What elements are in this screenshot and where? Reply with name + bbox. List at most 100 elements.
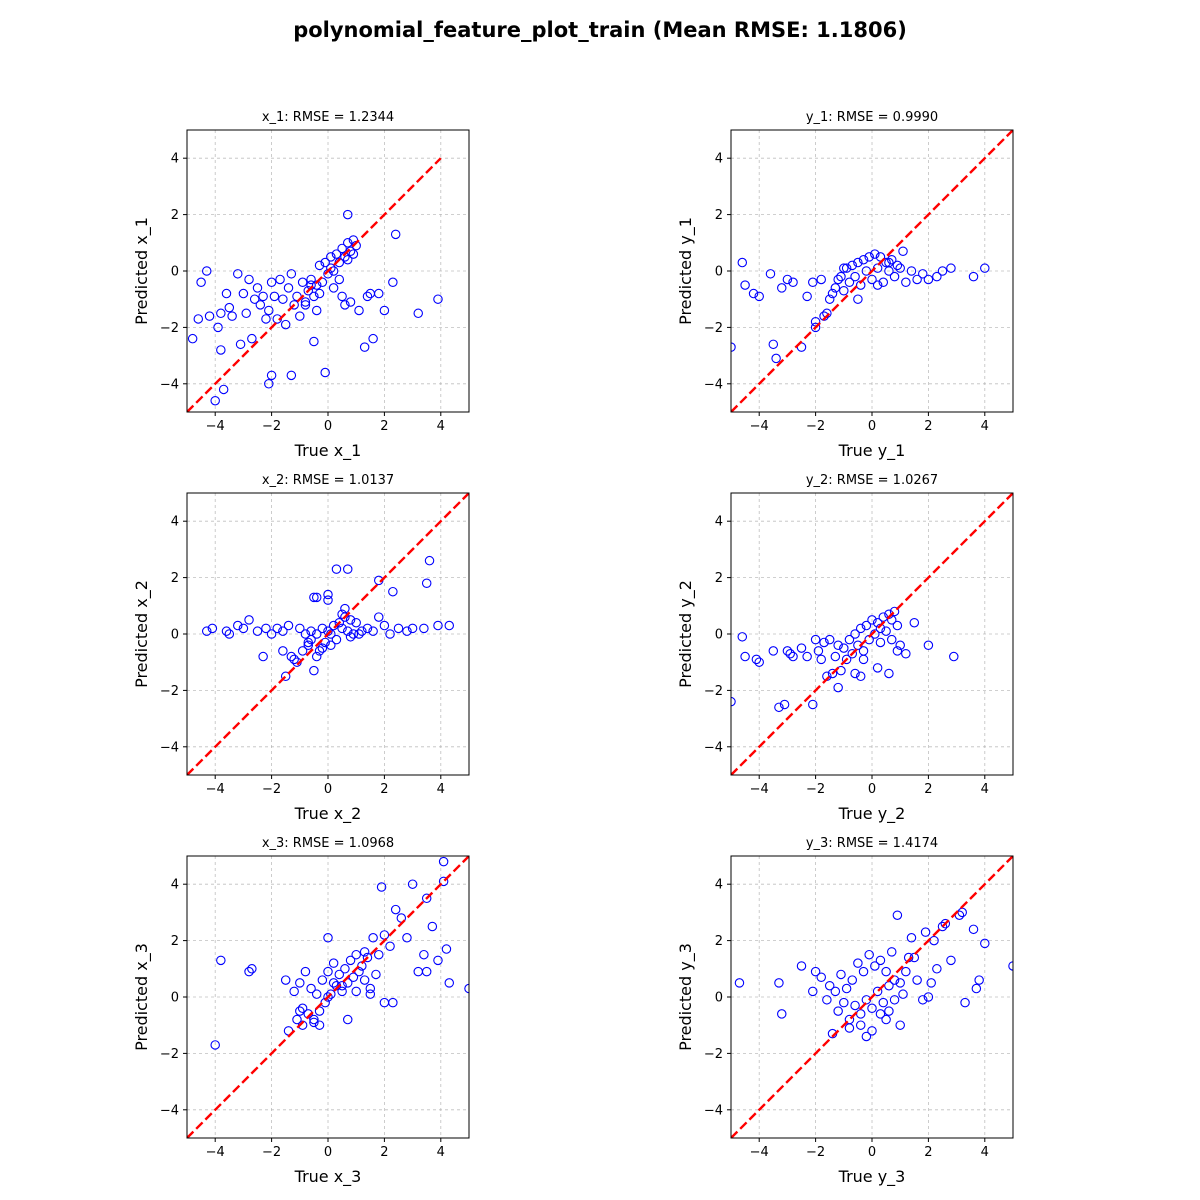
reference-line	[731, 493, 1013, 775]
data-point	[385, 941, 395, 951]
data-point	[337, 623, 347, 634]
data-point	[309, 291, 319, 302]
data-point	[810, 966, 821, 977]
data-point	[252, 626, 263, 636]
y-tick-label: 2	[171, 208, 179, 223]
data-point	[390, 904, 401, 915]
x-tick-label: 2	[924, 1145, 932, 1160]
data-point	[342, 254, 353, 265]
x-tick-label: −2	[262, 1145, 281, 1160]
data-point	[788, 277, 798, 288]
data-point	[227, 311, 237, 321]
figure-title: polynomial_feature_plot_train (Mean RMSE…	[293, 18, 907, 42]
subplot-title: y_1: RMSE = 0.9990	[806, 110, 938, 125]
data-point	[892, 646, 903, 656]
data-point	[858, 254, 869, 265]
data-point	[774, 702, 784, 713]
data-point	[204, 311, 215, 321]
x-tick-label: 2	[924, 782, 932, 797]
data-point	[864, 949, 874, 960]
data-point	[280, 671, 291, 682]
data-point	[886, 254, 897, 265]
data-point	[782, 274, 793, 285]
x-tick-label: −2	[806, 419, 825, 434]
y-tick-label: −4	[160, 740, 179, 755]
x-axis-label: True y_1	[838, 441, 906, 461]
data-point	[216, 308, 226, 319]
data-point	[244, 615, 254, 625]
data-point	[740, 651, 750, 662]
x-tick-label: 0	[868, 419, 876, 434]
data-point	[342, 564, 353, 574]
data-point	[289, 300, 299, 310]
data-point	[345, 297, 356, 307]
data-point	[968, 271, 979, 282]
data-point	[275, 274, 285, 285]
y-tick-label: 4	[715, 515, 723, 530]
data-point	[218, 384, 229, 395]
x-tick-label: −4	[206, 419, 225, 434]
data-point	[309, 1017, 319, 1028]
data-point	[853, 257, 863, 268]
data-point	[754, 291, 764, 302]
data-point	[342, 1014, 353, 1025]
data-point	[822, 995, 832, 1005]
scatter-points	[187, 209, 443, 406]
data-point	[889, 995, 900, 1005]
data-point	[765, 269, 776, 279]
data-point	[402, 626, 412, 636]
data-point	[898, 246, 908, 257]
data-point	[252, 283, 263, 293]
data-point	[841, 654, 852, 665]
data-point	[241, 308, 251, 319]
data-point	[839, 263, 849, 273]
data-point	[314, 260, 325, 271]
data-point	[901, 966, 911, 977]
y-tick-label: 0	[171, 265, 179, 280]
data-point	[224, 302, 235, 313]
data-point	[323, 966, 333, 977]
data-point	[867, 1026, 877, 1036]
data-point	[340, 603, 350, 614]
data-point	[328, 283, 339, 293]
y-axis-label: Predicted x_1	[132, 217, 152, 325]
x-tick-label: 4	[437, 1145, 445, 1160]
y-tick-label: 2	[715, 934, 723, 949]
data-point	[351, 617, 361, 628]
data-point	[340, 300, 350, 310]
data-point	[906, 266, 917, 276]
data-point	[309, 1014, 319, 1025]
data-point	[421, 966, 432, 977]
data-point	[858, 654, 869, 665]
data-point	[872, 663, 883, 673]
data-point	[331, 249, 342, 259]
data-point	[878, 277, 889, 288]
data-point	[351, 949, 361, 960]
data-point	[816, 972, 826, 983]
data-point	[974, 975, 984, 985]
data-point	[213, 322, 223, 333]
data-point	[861, 620, 872, 631]
data-point	[342, 209, 353, 220]
data-point	[235, 339, 246, 350]
data-point	[379, 620, 390, 631]
data-point	[771, 353, 781, 364]
subplot-3: −4 −2 0 2 4 −4 −2 0 2 4 x_2: RMSE = 1.0137 True x_2…	[132, 473, 470, 824]
data-point	[875, 955, 886, 966]
data-point	[300, 629, 311, 639]
data-point	[847, 260, 858, 271]
data-point	[292, 1014, 302, 1025]
y-tick-label: −2	[704, 321, 723, 336]
data-point	[303, 640, 314, 651]
data-point	[949, 651, 959, 662]
data-point	[368, 933, 378, 943]
scatter-points	[210, 856, 469, 1050]
data-point	[317, 643, 328, 653]
data-point	[923, 274, 934, 285]
data-point	[210, 1040, 220, 1050]
x-tick-label: −4	[750, 419, 769, 434]
data-point	[371, 969, 381, 980]
data-point	[895, 263, 905, 273]
data-point	[816, 274, 826, 285]
data-point	[216, 955, 226, 966]
